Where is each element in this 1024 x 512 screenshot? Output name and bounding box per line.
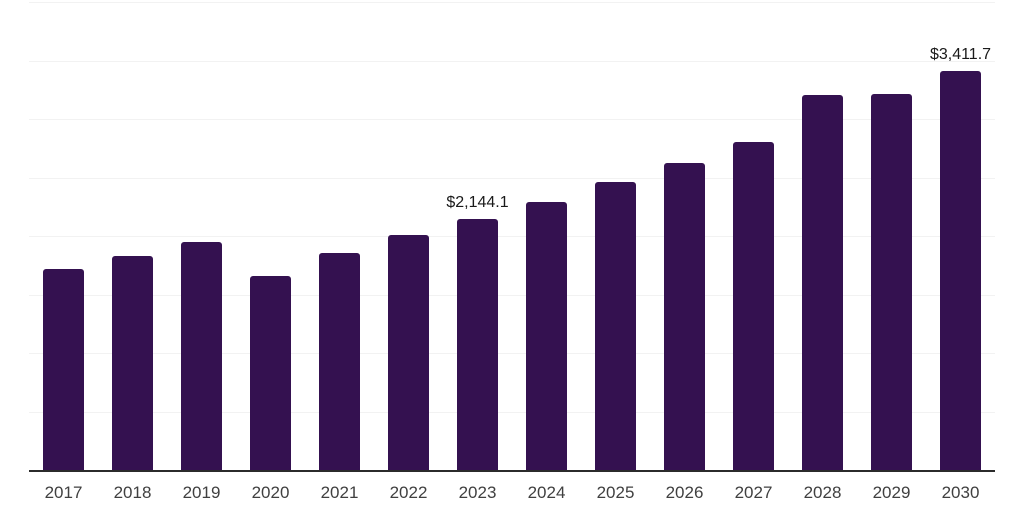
x-tick-2026: 2026 <box>665 483 704 502</box>
x-tick-2023: 2023 <box>458 483 497 502</box>
gridline-4000 <box>29 2 995 3</box>
bar-2025 <box>595 181 636 470</box>
x-tick-2029: 2029 <box>872 483 911 502</box>
bar-2017 <box>43 269 84 470</box>
bar-2018 <box>112 256 153 470</box>
gridline-2000 <box>29 236 995 237</box>
gridline-2500 <box>29 177 995 179</box>
bar-2019 <box>181 242 222 470</box>
x-tick-2021: 2021 <box>320 483 359 502</box>
gridline-1000 <box>29 353 995 354</box>
x-axis-line <box>29 470 995 472</box>
x-tick-2024: 2024 <box>527 483 566 502</box>
bar-2028 <box>802 95 843 470</box>
x-tick-2018: 2018 <box>113 483 152 502</box>
x-axis-tick-labels: 2017 2018 2019 2020 2021 2022 2023 2024 2025 2026… <box>29 484 995 506</box>
bar-2024 <box>526 202 567 470</box>
bar-2021 <box>319 252 360 470</box>
bar-2029 <box>871 94 912 470</box>
x-tick-2020: 2020 <box>251 483 290 502</box>
x-tick-2025: 2025 <box>596 483 635 502</box>
bar-2022 <box>388 234 429 470</box>
x-tick-2022: 2022 <box>389 483 428 502</box>
bar-2020 <box>250 275 291 470</box>
x-tick-2027: 2027 <box>734 483 773 502</box>
bar-2026 <box>664 163 705 470</box>
x-tick-2019: 2019 <box>182 483 221 502</box>
gridline-1500 <box>29 294 995 296</box>
data-label-2023: $2,144.1 <box>446 194 509 212</box>
x-tick-2030: 2030 <box>941 483 980 502</box>
gridline-3000 <box>29 119 995 120</box>
gridline-500 <box>29 411 995 413</box>
bar-2023 <box>457 219 498 470</box>
x-tick-2028: 2028 <box>803 483 842 502</box>
bar-2030 <box>940 70 981 470</box>
bar-2027 <box>733 141 774 470</box>
x-tick-2017: 2017 <box>44 483 83 502</box>
gridline-3500 <box>29 60 995 62</box>
plot-area: $2,144.1 $3,411.7 <box>29 2 995 470</box>
data-label-2030: $3,411.7 <box>929 45 992 63</box>
